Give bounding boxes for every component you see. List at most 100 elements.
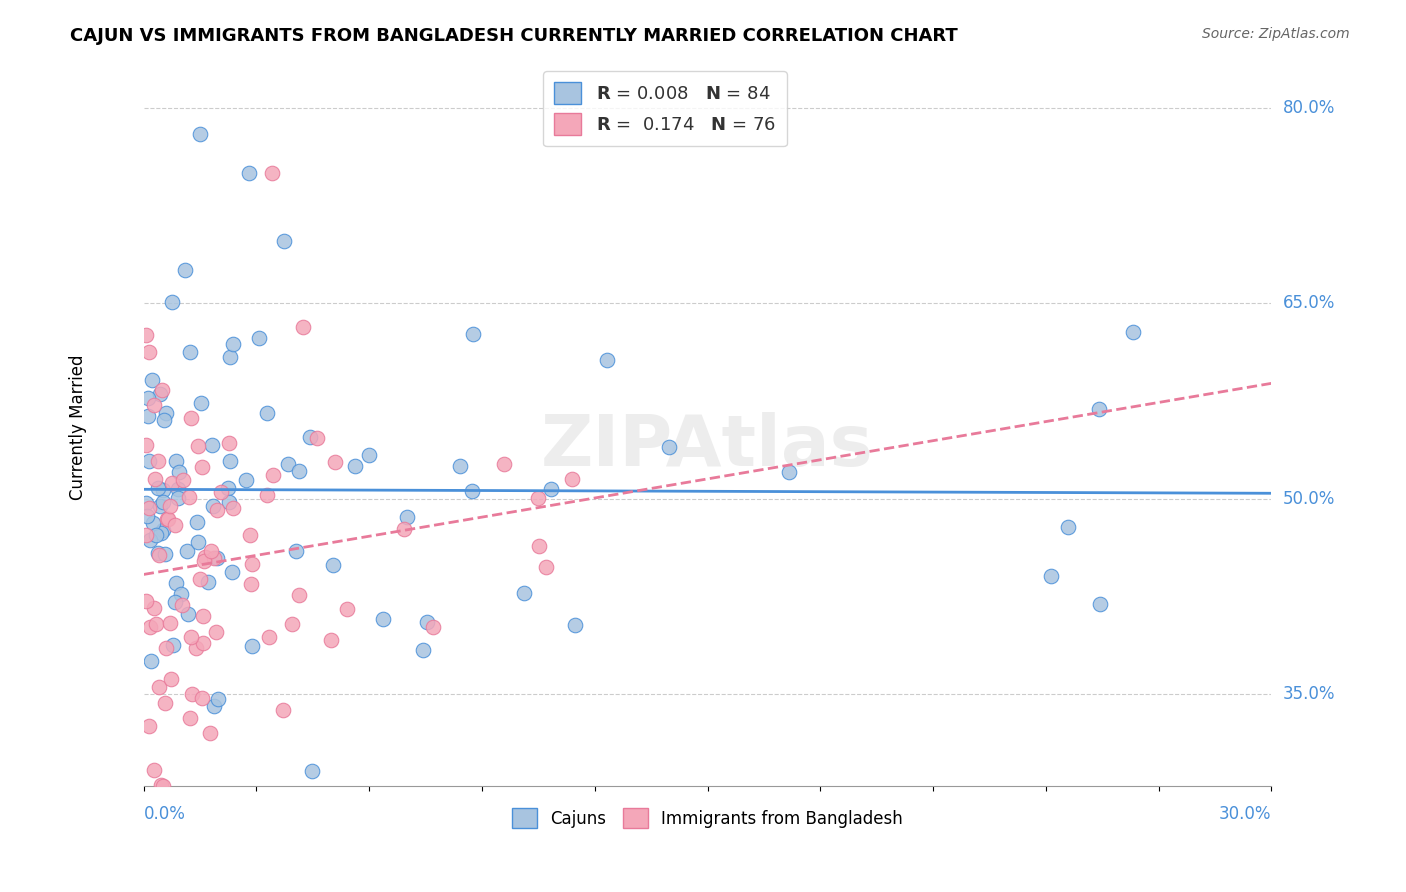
Point bbox=[527, 491, 550, 506]
Point bbox=[221, 337, 243, 351]
Point bbox=[136, 391, 159, 405]
Point bbox=[165, 576, 187, 591]
Text: 0.0%: 0.0% bbox=[143, 805, 186, 823]
Point bbox=[167, 465, 190, 479]
Point bbox=[319, 632, 342, 647]
Point bbox=[194, 550, 217, 565]
Text: 80.0%: 80.0% bbox=[1282, 99, 1336, 117]
Point bbox=[658, 440, 681, 454]
Point bbox=[1088, 598, 1111, 612]
Text: CAJUN VS IMMIGRANTS FROM BANGLADESH CURRENTLY MARRIED CORRELATION CHART: CAJUN VS IMMIGRANTS FROM BANGLADESH CURR… bbox=[70, 27, 957, 45]
Point bbox=[273, 234, 295, 248]
Point bbox=[160, 294, 183, 309]
Point bbox=[197, 575, 219, 590]
Point bbox=[160, 476, 183, 491]
Point bbox=[146, 454, 169, 468]
Point bbox=[165, 518, 187, 533]
Point bbox=[249, 331, 271, 345]
Point bbox=[155, 406, 177, 420]
Point bbox=[1122, 325, 1144, 339]
Point bbox=[143, 398, 166, 412]
Point bbox=[149, 387, 172, 401]
Point bbox=[155, 697, 177, 711]
Point bbox=[392, 522, 415, 536]
Point bbox=[166, 482, 188, 496]
Point bbox=[188, 572, 211, 586]
Point bbox=[135, 437, 157, 451]
Point bbox=[165, 454, 187, 468]
Point bbox=[301, 764, 323, 779]
Text: Currently Married: Currently Married bbox=[69, 354, 87, 500]
Point bbox=[209, 485, 232, 500]
Point bbox=[277, 457, 299, 471]
Point bbox=[142, 763, 165, 777]
Point bbox=[271, 704, 294, 718]
Point bbox=[596, 353, 619, 368]
Point bbox=[150, 525, 173, 540]
Point bbox=[322, 558, 344, 573]
Point bbox=[191, 691, 214, 706]
Point bbox=[179, 711, 201, 725]
Point bbox=[193, 608, 215, 623]
Point bbox=[205, 503, 228, 517]
Point bbox=[218, 436, 240, 450]
Point bbox=[240, 639, 263, 653]
Point bbox=[291, 319, 314, 334]
Point bbox=[191, 635, 214, 649]
Point bbox=[561, 472, 583, 486]
Point bbox=[163, 595, 186, 609]
Point bbox=[176, 544, 198, 558]
Point bbox=[422, 620, 444, 634]
Point bbox=[221, 565, 243, 579]
Point bbox=[145, 527, 167, 541]
Point bbox=[141, 373, 163, 387]
Point bbox=[148, 680, 170, 694]
Point bbox=[150, 778, 173, 792]
Point bbox=[534, 560, 557, 574]
Point bbox=[170, 586, 193, 600]
Point bbox=[494, 457, 516, 471]
Point bbox=[180, 630, 202, 644]
Point bbox=[205, 625, 228, 640]
Text: Source: ZipAtlas.com: Source: ZipAtlas.com bbox=[1202, 27, 1350, 41]
Point bbox=[181, 687, 204, 701]
Point bbox=[150, 383, 173, 397]
Point bbox=[202, 698, 225, 713]
Point bbox=[513, 585, 536, 599]
Point bbox=[564, 618, 586, 632]
Point bbox=[152, 523, 174, 537]
Point bbox=[170, 598, 193, 612]
Point bbox=[152, 483, 174, 497]
Point bbox=[145, 617, 167, 632]
Point bbox=[139, 620, 162, 634]
Point bbox=[218, 495, 240, 509]
Point bbox=[307, 431, 329, 445]
Point bbox=[136, 409, 159, 424]
Point bbox=[256, 488, 278, 502]
Point bbox=[138, 501, 160, 516]
Point bbox=[396, 510, 419, 524]
Point bbox=[238, 166, 260, 180]
Point bbox=[186, 515, 208, 529]
Point bbox=[222, 501, 245, 516]
Text: 65.0%: 65.0% bbox=[1282, 294, 1336, 312]
Point bbox=[138, 454, 160, 468]
Point bbox=[1056, 520, 1078, 534]
Point bbox=[186, 439, 208, 453]
Point bbox=[177, 607, 200, 621]
Point bbox=[336, 602, 359, 616]
Point bbox=[415, 615, 437, 629]
Point bbox=[281, 617, 304, 632]
Point bbox=[186, 641, 208, 656]
Point bbox=[193, 554, 215, 568]
Point bbox=[200, 438, 222, 452]
Point bbox=[217, 481, 239, 495]
Point bbox=[285, 543, 308, 558]
Point bbox=[449, 459, 471, 474]
Point bbox=[260, 166, 283, 180]
Point bbox=[190, 460, 212, 475]
Point bbox=[219, 453, 242, 467]
Point bbox=[288, 588, 311, 602]
Point bbox=[135, 527, 157, 541]
Point bbox=[262, 467, 284, 482]
